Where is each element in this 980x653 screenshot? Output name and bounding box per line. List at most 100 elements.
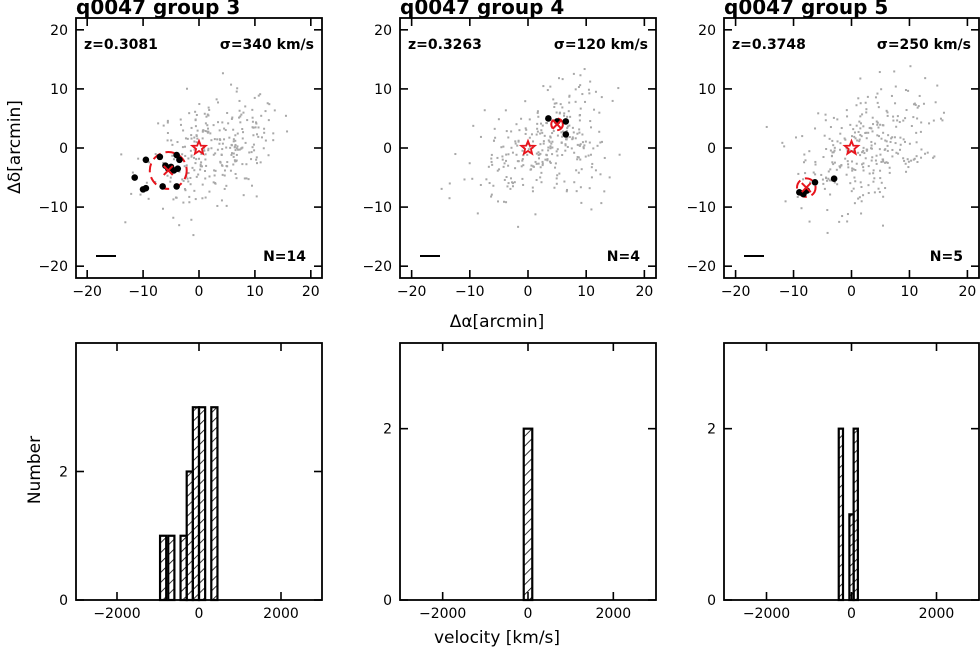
field-galaxy-point (189, 183, 192, 186)
field-galaxy-point (563, 114, 566, 117)
field-galaxy-point (845, 109, 848, 112)
field-galaxy-point (564, 144, 567, 147)
field-galaxy-point (916, 117, 919, 120)
field-galaxy-point (874, 142, 877, 145)
field-galaxy-point (507, 164, 510, 167)
field-galaxy-point (578, 144, 581, 147)
panel-6: −2000 0 2000 0 2 (707, 342, 980, 622)
field-galaxy-point (877, 126, 880, 129)
field-galaxy-point (200, 153, 203, 156)
field-galaxy-point (188, 195, 191, 198)
x-tick-label: 0 (195, 284, 204, 300)
field-galaxy-point (822, 156, 825, 159)
panel-2: z=0.3263 σ=120 km/s N=4 q0047 group 4 −20 −10… (362, 0, 657, 300)
field-galaxy-point (204, 158, 207, 161)
field-galaxy-point (865, 137, 868, 140)
field-galaxy-point (860, 135, 863, 138)
field-galaxy-point (849, 182, 852, 185)
field-galaxy-point (844, 138, 847, 141)
field-galaxy-point (867, 165, 870, 168)
field-galaxy-point (847, 166, 850, 169)
field-galaxy-point (546, 158, 549, 161)
field-galaxy-point (555, 182, 558, 185)
field-galaxy-point (260, 136, 263, 139)
field-galaxy-point (255, 158, 258, 161)
field-galaxy-point (882, 195, 885, 198)
field-galaxy-point (500, 146, 503, 149)
dispersion-label: σ=340 km/s (220, 37, 314, 53)
field-galaxy-point (942, 111, 945, 114)
field-galaxy-point (880, 181, 883, 184)
field-galaxy-point (845, 147, 848, 150)
field-galaxy-point (846, 213, 849, 216)
field-galaxy-point (861, 151, 864, 154)
field-galaxy-point (259, 93, 262, 96)
field-galaxy-point (861, 113, 864, 116)
field-galaxy-point (880, 88, 883, 91)
histogram-bar (837, 427, 845, 602)
field-galaxy-point (527, 148, 530, 151)
field-galaxy-point (888, 166, 891, 169)
field-galaxy-point (182, 179, 185, 182)
plot-frame (399, 17, 657, 279)
field-galaxy-point (555, 102, 558, 105)
field-galaxy-point (580, 168, 583, 171)
field-galaxy-point (915, 131, 918, 134)
field-galaxy-point (531, 190, 534, 193)
field-galaxy-point (230, 153, 233, 156)
field-galaxy-point (546, 159, 549, 162)
field-galaxy-point (579, 186, 582, 189)
field-galaxy-point (886, 111, 889, 114)
field-galaxy-point (920, 156, 923, 159)
field-galaxy-point (518, 129, 521, 132)
field-galaxy-point (243, 177, 246, 180)
field-galaxy-point (225, 184, 228, 187)
field-galaxy-point (859, 154, 862, 157)
field-galaxy-point (524, 127, 527, 130)
field-galaxy-point (879, 177, 882, 180)
field-galaxy-point (549, 85, 552, 88)
field-galaxy-point (617, 87, 620, 90)
field-galaxy-point (213, 174, 216, 177)
field-galaxy-point (904, 117, 907, 120)
field-galaxy-point (235, 153, 238, 156)
field-galaxy-point (588, 187, 591, 190)
field-galaxy-point (865, 111, 868, 114)
field-galaxy-point (565, 129, 568, 132)
field-galaxy-point (572, 72, 575, 75)
field-galaxy-point (237, 148, 240, 151)
field-galaxy-point (600, 96, 603, 99)
field-galaxy-point (874, 159, 877, 162)
field-galaxy-point (154, 153, 157, 156)
field-galaxy-point (553, 186, 556, 189)
group-radius-circle (550, 117, 564, 132)
field-galaxy-point (522, 164, 525, 167)
field-galaxy-point (852, 168, 855, 171)
field-galaxy-point (797, 172, 800, 175)
field-galaxy-point (918, 94, 921, 97)
field-galaxy-point (210, 147, 213, 150)
field-galaxy-point (871, 156, 874, 159)
field-galaxy-point (890, 94, 893, 97)
field-galaxy-point (246, 119, 249, 122)
field-galaxy-point (857, 97, 860, 100)
field-galaxy-point (618, 153, 621, 156)
field-galaxy-point (537, 154, 540, 157)
field-galaxy-point (507, 182, 510, 185)
field-galaxy-point (510, 146, 513, 149)
field-galaxy-point (568, 136, 571, 139)
field-galaxy-point (864, 157, 867, 160)
field-galaxy-point (530, 168, 533, 171)
field-galaxy-point (195, 114, 198, 117)
field-galaxy-point (849, 123, 852, 126)
field-galaxy-point (878, 191, 881, 194)
field-galaxy-point (566, 115, 569, 118)
field-galaxy-point (530, 133, 533, 136)
field-galaxy-point (198, 103, 201, 106)
field-galaxy-point (526, 153, 529, 156)
field-galaxy-point (870, 140, 873, 143)
field-galaxy-point (876, 134, 879, 137)
field-galaxy-point (886, 144, 889, 147)
field-galaxy-point (853, 131, 856, 134)
